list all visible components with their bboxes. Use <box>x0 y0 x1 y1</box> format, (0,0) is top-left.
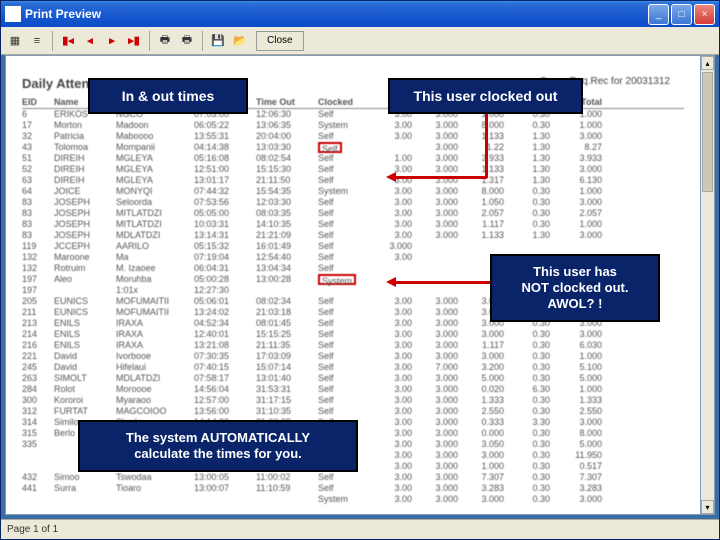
callout-clocked-out: This user clocked out <box>388 78 583 114</box>
table-row: 214ENILSIRAXA12:40:0115:15:25Self3.003.0… <box>22 329 684 340</box>
callout-auto-calc: The system AUTOMATICALLY calculate the t… <box>78 420 358 472</box>
table-row: 17MortonMadoon06:05:2213:06:35System3.00… <box>22 120 684 131</box>
printer-setup-icon[interactable]: 🖶 <box>177 31 197 51</box>
table-row: System3.003.0003.0000.303.000 <box>22 494 684 505</box>
print-icon[interactable]: 🖶 <box>155 31 175 51</box>
view2-icon[interactable]: ≡ <box>27 31 47 51</box>
scroll-down-button[interactable]: ▾ <box>701 500 714 514</box>
table-row: 312FURTATMAGCOIOO13:56:0031:10:35Self3.0… <box>22 406 684 417</box>
arrow2-h <box>395 281 491 284</box>
nav-next-button[interactable]: ▸ <box>102 31 122 51</box>
close-preview-button[interactable]: Close <box>256 31 304 51</box>
window-buttons: _ □ × <box>648 4 715 25</box>
vertical-scrollbar[interactable]: ▴ ▾ <box>701 55 715 515</box>
table-row: 300KororoiMyaraoo12:57:0031:17:15Self3.0… <box>22 395 684 406</box>
save-icon[interactable]: 💾 <box>208 31 228 51</box>
table-row: 432SimooTswodaa13:00:0511:00:02Self3.003… <box>22 472 684 483</box>
table-row: 52DIREIHMGLEYA12:51:0015:15:30Self3.003.… <box>22 164 684 175</box>
table-row: 83JOSEPHMDLATDZI13:14:3121:21:09Self3.00… <box>22 230 684 241</box>
arrow1-v <box>485 110 488 178</box>
scroll-up-button[interactable]: ▴ <box>701 56 714 70</box>
maximize-button[interactable]: □ <box>671 4 692 25</box>
toolbar: ▦ ≡ ▮◂ ◂ ▸ ▸▮ 🖶 🖶 💾 📂 Close <box>1 27 719 55</box>
table-row: 63DIREIHMGLEYA13:01:1721:11:50Self3.003.… <box>22 175 684 186</box>
arrow1-h <box>395 176 487 179</box>
table-row: 83JOSEPHSeloorda07:53:5612:03:30Self3.00… <box>22 197 684 208</box>
callout-awol: This user has NOT clocked out. AWOL? ! <box>490 254 660 322</box>
statusbar: Page 1 of 1 <box>1 519 719 539</box>
table-row: 32PatriciaMaboooo13:55:3120:04:00Self3.0… <box>22 131 684 142</box>
table-row: 216ENILSIRAXA13:21:0821:11:35Self3.003.0… <box>22 340 684 351</box>
nav-first-button[interactable]: ▮◂ <box>58 31 78 51</box>
table-row: 83JOSEPHMITLATDZI10:03:3114:10:35Self3.0… <box>22 219 684 230</box>
app-icon <box>5 6 21 22</box>
scroll-thumb[interactable] <box>702 72 713 192</box>
table-row: 64JOICEMONYQI07:44:3215:54:35System3.003… <box>22 186 684 197</box>
nav-prev-button[interactable]: ◂ <box>80 31 100 51</box>
callout-in-out: In & out times <box>88 78 248 114</box>
table-row: 441SurraTioaro13:00:0711:10:59Self3.003.… <box>22 483 684 494</box>
table-row: 221DavidIvorbooe07:30:3517:03:09Self3.00… <box>22 351 684 362</box>
arrow2-head <box>386 277 396 287</box>
table-row: 119JCCEPHAARILO05:15:3216:01:49Self3.000 <box>22 241 684 252</box>
page-indicator: Page 1 of 1 <box>7 524 58 535</box>
table-row: 263SIMOLTMDLATDZI07:58:1713:01:40Self3.0… <box>22 373 684 384</box>
minimize-button[interactable]: _ <box>648 4 669 25</box>
table-row: 83JOSEPHMITLATDZI05:05:0008:03:35Self3.0… <box>22 208 684 219</box>
close-button[interactable]: × <box>694 4 715 25</box>
arrow1-head <box>386 172 396 182</box>
window-title: Print Preview <box>25 7 648 21</box>
open-icon[interactable]: 📂 <box>230 31 250 51</box>
view-icon[interactable]: ▦ <box>5 31 25 51</box>
nav-last-button[interactable]: ▸▮ <box>124 31 144 51</box>
table-row: 43TolomoaMompanii04:14:3813:03:30Self3.0… <box>22 142 684 153</box>
titlebar[interactable]: Print Preview _ □ × <box>1 1 719 27</box>
table-row: 284RolotMoroooe14:56:0431:53:31Self3.003… <box>22 384 684 395</box>
table-row: 245DavidHifelaui07:40:1515:07:14Self3.00… <box>22 362 684 373</box>
table-row: 51DIREIHMGLEYA05:16:0808:02:54Self1.003.… <box>22 153 684 164</box>
